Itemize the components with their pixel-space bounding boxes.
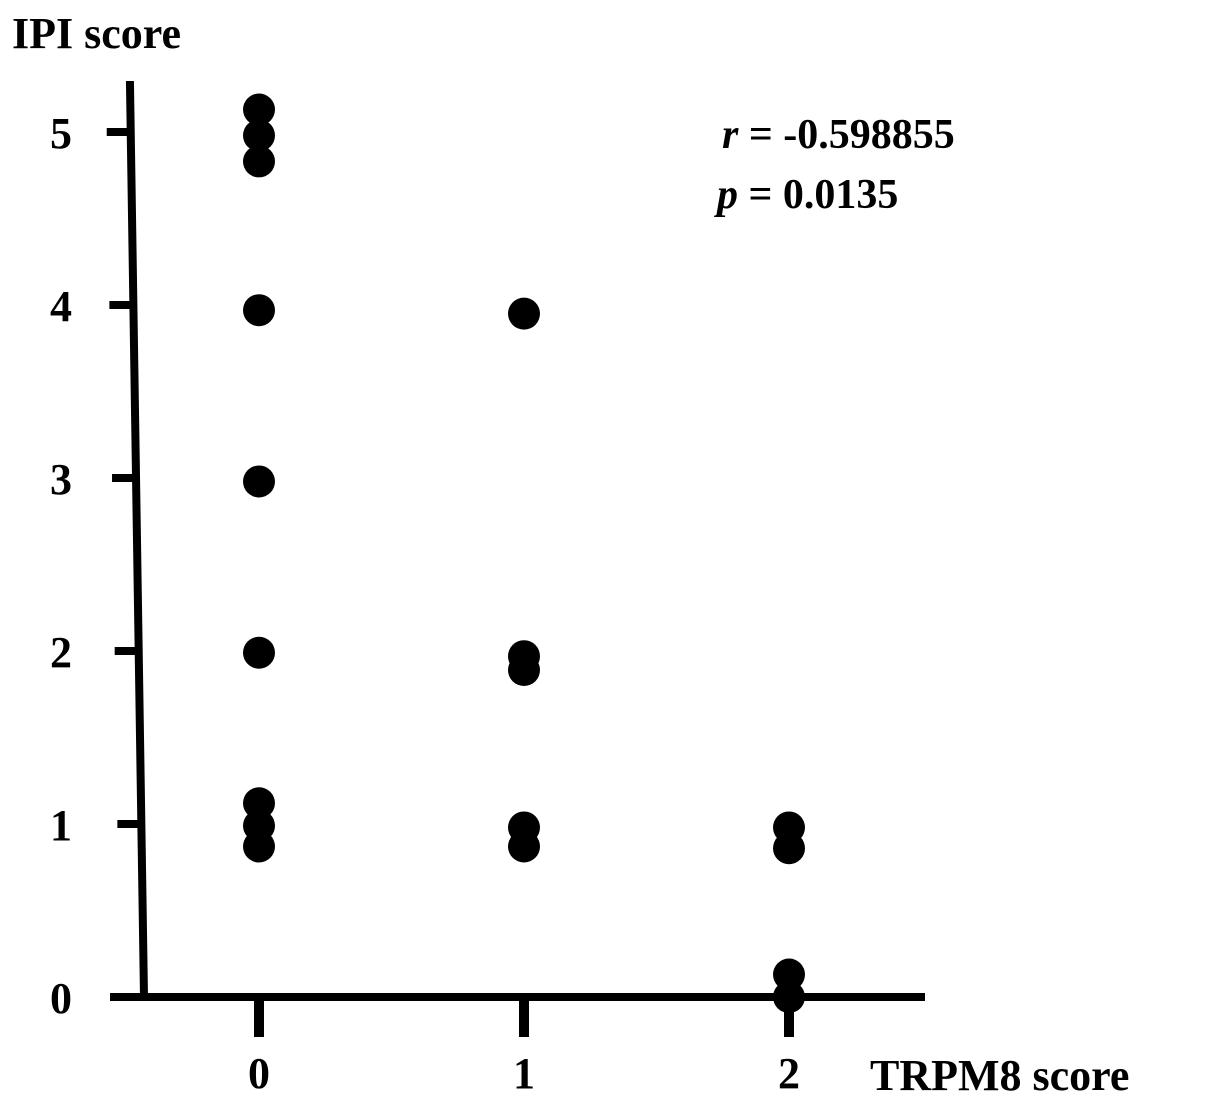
y-tick-label: 3 [50, 455, 72, 504]
data-point [773, 981, 805, 1013]
y-axis [125, 80, 149, 1002]
y-tick-label: 4 [50, 282, 72, 331]
data-point [773, 958, 805, 991]
x-tick-label: 0 [248, 1049, 270, 1098]
data-point [243, 636, 275, 669]
p-annotation: p = 0.0135 [714, 172, 898, 218]
correlation-annotation: r = -0.598855 p = 0.0135 [714, 112, 955, 218]
data-point [243, 294, 275, 327]
y-tick-label: 2 [50, 628, 72, 677]
data-point [243, 465, 275, 498]
x-tick-label: 2 [778, 1049, 800, 1098]
x-ticks: 0 1 2 [248, 997, 800, 1098]
y-tick-label: 5 [50, 109, 72, 158]
y-tick-label: 1 [50, 801, 72, 850]
r-annotation: r = -0.598855 [722, 112, 955, 158]
data-point [243, 830, 275, 863]
data-point [508, 297, 540, 330]
data-point [243, 145, 275, 178]
y-axis-label: IPI score [12, 9, 181, 58]
y-tick-label: 0 [50, 974, 72, 1023]
data-point [773, 832, 805, 865]
x-axis-label: TRPM8 score [870, 1051, 1129, 1100]
data-point [508, 830, 540, 863]
data-point [243, 787, 275, 820]
x-tick-label: 1 [513, 1049, 535, 1098]
data-point [243, 119, 275, 152]
data-points [243, 93, 805, 1013]
y-ticks: 0 1 2 3 4 5 [50, 109, 144, 1023]
data-point [243, 93, 275, 126]
data-point [508, 654, 540, 687]
